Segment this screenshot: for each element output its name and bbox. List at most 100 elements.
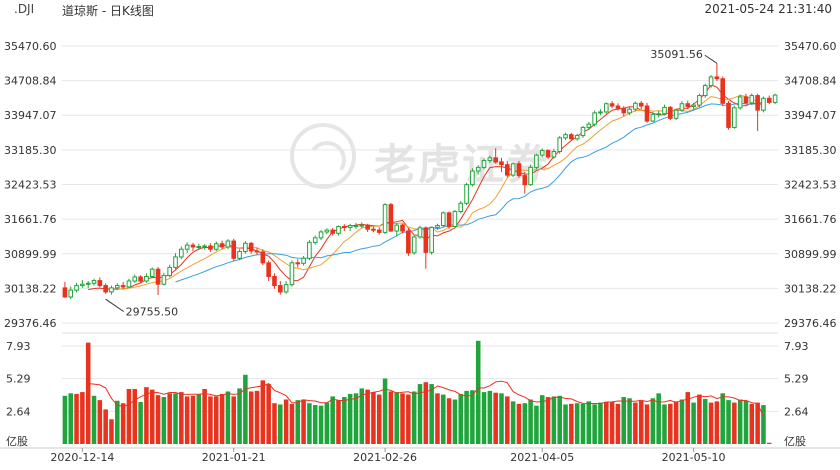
volume-bar	[644, 404, 650, 444]
candle-body	[702, 85, 708, 97]
candle	[109, 285, 114, 295]
candle	[213, 241, 219, 252]
candle-body	[342, 225, 347, 228]
candle-body	[312, 237, 318, 243]
volume-bar	[155, 395, 161, 444]
annotation-leader	[704, 54, 718, 64]
candle-body	[644, 105, 650, 122]
candle-body	[574, 135, 580, 140]
candle-body	[755, 95, 760, 111]
candle	[510, 162, 516, 177]
candle	[126, 278, 132, 288]
candle	[97, 277, 103, 288]
candle-body	[120, 285, 126, 288]
candle	[539, 148, 545, 158]
volume-bar	[720, 393, 725, 444]
volume-bar	[749, 403, 755, 444]
candle-body	[522, 175, 528, 186]
volume-bar	[266, 384, 271, 444]
volume-bar	[91, 395, 97, 444]
candle	[586, 121, 592, 130]
volume-bar	[557, 395, 562, 444]
candle	[202, 244, 207, 250]
candle-body	[609, 103, 615, 107]
volume-bar	[248, 391, 254, 444]
candle-body	[202, 245, 207, 248]
candle-body	[330, 229, 335, 234]
candle	[359, 222, 365, 229]
volume-bar	[179, 392, 184, 444]
volume-bar	[598, 402, 603, 444]
candle	[737, 94, 743, 110]
y-tick-label-left: 30899.99	[4, 248, 57, 261]
volume-bar	[278, 404, 283, 444]
y-tick-label-right: 31661.76	[784, 213, 837, 226]
volume-bar	[441, 394, 446, 444]
volume-bar	[394, 392, 399, 444]
candle-body	[761, 97, 766, 111]
candle-body	[493, 157, 498, 163]
candle-body	[184, 244, 190, 250]
volume-bar	[545, 397, 551, 444]
volume-bar	[126, 389, 132, 444]
volume-bar	[307, 403, 312, 444]
candle-body	[627, 108, 632, 114]
candle-body	[621, 107, 627, 114]
candle	[301, 256, 306, 266]
candle	[772, 93, 778, 105]
candle	[132, 274, 138, 283]
candle	[376, 227, 382, 235]
candle	[394, 223, 400, 237]
candle-body	[114, 285, 120, 289]
candle-body	[592, 112, 597, 125]
volume-bar	[586, 401, 592, 444]
volume-bar	[312, 405, 318, 444]
x-tick-label: 2021-04-05	[510, 451, 574, 464]
volume-bar	[62, 395, 68, 444]
candle-body	[365, 224, 370, 230]
volume-bar	[272, 403, 277, 444]
candle-body	[732, 107, 737, 128]
candle	[283, 281, 289, 294]
candle	[429, 226, 434, 255]
candle-body	[417, 227, 423, 238]
candle	[190, 242, 196, 252]
candle-body	[697, 95, 702, 106]
volume-bar	[283, 399, 289, 444]
volume-bar	[225, 391, 231, 444]
candle-body	[347, 225, 353, 228]
volume-bar	[406, 394, 411, 444]
volume-bar	[342, 397, 347, 444]
candle	[609, 101, 615, 109]
volume-bar	[697, 394, 702, 444]
candle	[708, 75, 714, 88]
volume-bar	[755, 402, 760, 444]
candle	[423, 226, 429, 269]
volume-bar	[708, 402, 714, 444]
candle	[365, 223, 370, 232]
candle	[528, 164, 533, 187]
volume-bar	[551, 396, 557, 444]
y-tick-label-left: 32423.53	[4, 179, 57, 192]
candle	[627, 107, 632, 116]
volume-bar	[103, 409, 108, 444]
candle-body	[510, 163, 516, 176]
volume-bar	[766, 442, 772, 444]
volume-bar	[336, 400, 341, 444]
candle-body	[551, 150, 557, 158]
candle-body	[173, 256, 178, 268]
candle-body	[720, 78, 726, 104]
tiger-logo-icon	[290, 123, 356, 189]
candle	[80, 280, 85, 288]
volume-bar	[761, 405, 766, 444]
candle-body	[277, 285, 283, 293]
candle-body	[615, 105, 621, 109]
candle	[638, 101, 644, 110]
volume-bar	[330, 396, 335, 444]
candle	[312, 235, 318, 245]
candle	[406, 228, 411, 257]
volume-bar	[429, 384, 434, 444]
candle-body	[539, 150, 545, 156]
volume-bar	[435, 393, 440, 444]
